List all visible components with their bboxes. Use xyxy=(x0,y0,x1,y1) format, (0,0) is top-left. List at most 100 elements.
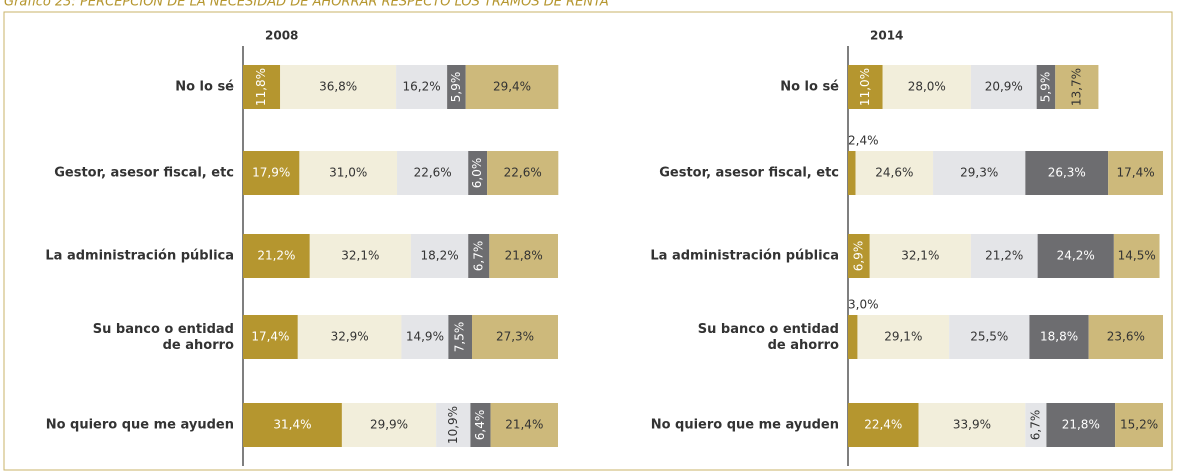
bar-segment xyxy=(243,151,300,195)
category-label: Su banco o entidad de ahorro xyxy=(698,322,839,353)
category-label: La administración pública xyxy=(45,249,234,264)
value-label: 22,4% xyxy=(864,418,902,432)
value-label: 11,8% xyxy=(254,68,268,106)
value-label: 21,4% xyxy=(505,418,543,432)
bar-segment xyxy=(1088,315,1163,359)
bar-segment xyxy=(857,315,950,359)
bar-segment xyxy=(848,315,858,359)
bar-segment xyxy=(487,151,559,195)
bar-segment xyxy=(490,403,558,447)
bar-segment xyxy=(299,151,398,195)
value-label: 32,9% xyxy=(331,330,369,344)
bar-segment xyxy=(470,403,491,447)
category-label: Gestor, asesor fiscal, etc xyxy=(659,166,839,181)
bar-segment xyxy=(970,234,1038,278)
value-label: 29,9% xyxy=(370,418,408,432)
bar-segment xyxy=(341,403,437,447)
bar-segment xyxy=(882,65,971,109)
bar-segment xyxy=(1046,403,1116,447)
bar-segment xyxy=(436,403,471,447)
value-label: 23,6% xyxy=(1107,330,1145,344)
bar-segment xyxy=(949,315,1030,359)
bar-segment xyxy=(918,403,1026,447)
value-label: 24,6% xyxy=(875,166,913,180)
value-label: 10,9% xyxy=(446,406,460,444)
category-label: No lo sé xyxy=(780,80,839,95)
bar-segment xyxy=(855,151,934,195)
value-label: 22,6% xyxy=(414,166,452,180)
value-label: 21,2% xyxy=(985,249,1023,263)
bar-segment xyxy=(397,151,469,195)
value-label: 33,9% xyxy=(953,418,991,432)
bar-segment xyxy=(243,65,281,109)
chart-subtitle: 2008 xyxy=(265,29,298,43)
bar-segment xyxy=(243,403,342,447)
bar-segment xyxy=(1025,403,1047,447)
value-label: 17,4% xyxy=(251,330,289,344)
bar-segment xyxy=(1037,234,1114,278)
bar-segment xyxy=(1115,403,1163,447)
value-label: 18,2% xyxy=(420,249,458,263)
value-label: 17,9% xyxy=(252,166,290,180)
bar-segment xyxy=(472,315,558,359)
bar-segment xyxy=(489,234,558,278)
value-label: 2,4% xyxy=(848,134,879,148)
value-label: 14,9% xyxy=(406,330,444,344)
bar-segment xyxy=(401,315,449,359)
bar-segment xyxy=(1025,151,1109,195)
value-label: 14,5% xyxy=(1118,249,1156,263)
bar-segment xyxy=(280,65,397,109)
value-label: 13,7% xyxy=(1069,68,1083,106)
value-label: 18,8% xyxy=(1040,330,1078,344)
bar-segment xyxy=(1029,315,1089,359)
category-label: No quiero que me ayuden xyxy=(46,418,234,433)
bar-segment xyxy=(933,151,1026,195)
value-label: 6,4% xyxy=(473,410,487,441)
value-label: 16,2% xyxy=(403,80,441,94)
value-label: 17,4% xyxy=(1117,166,1155,180)
bar-segment xyxy=(243,234,310,278)
bar-segment xyxy=(1036,65,1056,109)
category-label: Su banco o entidad de ahorro xyxy=(93,322,234,353)
value-label: 6,7% xyxy=(1028,410,1042,441)
value-label: 11,0% xyxy=(858,68,872,106)
value-label: 22,6% xyxy=(504,166,542,180)
value-label: 7,5% xyxy=(453,322,467,353)
value-label: 32,1% xyxy=(901,249,939,263)
chart-subtitle: 2014 xyxy=(870,29,903,43)
bar-segment xyxy=(309,234,411,278)
bar-segment xyxy=(448,315,473,359)
value-label: 26,3% xyxy=(1048,166,1086,180)
bar-segment xyxy=(1055,65,1099,109)
value-label: 27,3% xyxy=(496,330,534,344)
value-label: 20,9% xyxy=(985,80,1023,94)
value-label: 24,2% xyxy=(1057,249,1095,263)
value-label: 6,9% xyxy=(851,241,865,272)
bar-segment xyxy=(848,151,856,195)
bar-segment xyxy=(1113,234,1160,278)
value-label: 25,5% xyxy=(970,330,1008,344)
bar-segment xyxy=(869,234,971,278)
value-label: 29,3% xyxy=(960,166,998,180)
value-label: 31,0% xyxy=(329,166,367,180)
value-label: 31,4% xyxy=(273,418,311,432)
value-label: 29,4% xyxy=(493,80,531,94)
bar-segment xyxy=(1108,151,1163,195)
value-label: 6,0% xyxy=(470,158,484,189)
category-label: No lo sé xyxy=(175,80,234,95)
value-label: 32,1% xyxy=(341,249,379,263)
value-label: 36,8% xyxy=(319,80,357,94)
frame xyxy=(3,11,1173,471)
bar-segment xyxy=(447,65,466,109)
bar-segment xyxy=(848,403,919,447)
bar-segment xyxy=(297,315,402,359)
bar-segment xyxy=(465,65,559,109)
value-label: 15,2% xyxy=(1120,418,1158,432)
bar-segment xyxy=(468,234,490,278)
bar-segment xyxy=(468,151,488,195)
category-label: No quiero que me ayuden xyxy=(651,418,839,433)
value-label: 21,8% xyxy=(1062,418,1100,432)
category-label: La administración pública xyxy=(650,249,839,264)
bar-segment xyxy=(410,234,469,278)
